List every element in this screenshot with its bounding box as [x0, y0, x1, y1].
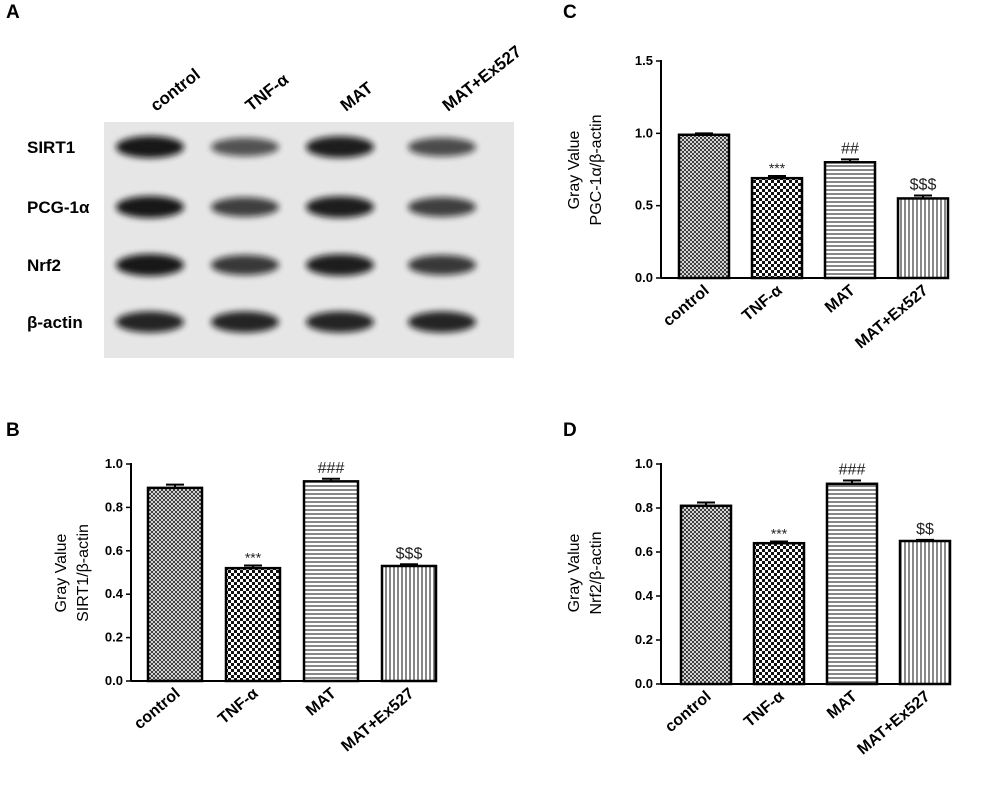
y-axis-title-line2: Nrf2/β-actin [588, 532, 605, 615]
panel-label-b: B [6, 420, 20, 441]
x-tick-label: MAT+Ex527 [852, 282, 931, 352]
significance-label: $$$ [910, 177, 937, 194]
blot-band [211, 137, 279, 157]
significance-label: ### [839, 462, 866, 479]
panel-label-c: C [563, 2, 577, 23]
y-tick-label: 1.0 [105, 456, 123, 471]
blot-row-label: Nrf2 [27, 256, 61, 275]
blot-band [408, 255, 476, 275]
panel-label-a: A [6, 2, 20, 23]
x-tick-label: control [660, 282, 712, 330]
y-tick-label: 0.4 [105, 586, 124, 601]
blot-lane-label: control [147, 65, 204, 115]
bar-mat-ex527 [380, 564, 438, 683]
y-tick-label: 0.4 [635, 588, 654, 603]
x-tick-label: MAT+Ex527 [854, 688, 933, 758]
y-tick-label: 0.0 [105, 673, 123, 688]
significance-label: ## [841, 140, 859, 157]
blot-band [116, 136, 184, 158]
y-tick-label: 1.0 [635, 456, 653, 471]
bar-mat [823, 161, 877, 280]
y-tick-label: 0.5 [635, 198, 653, 213]
blot-band [306, 196, 374, 218]
y-tick-label: 0.6 [105, 543, 123, 558]
blot-band [306, 311, 374, 333]
y-tick-label: 0.8 [105, 499, 123, 514]
blot-band [306, 254, 374, 276]
x-tick-label: TNF-α [741, 688, 787, 731]
blot-band [211, 311, 279, 333]
blot-lane-label: MAT [337, 78, 377, 115]
blot-band [408, 137, 476, 157]
bar-control [677, 133, 731, 280]
blot-band [211, 197, 279, 217]
blot-row-label: SIRT1 [27, 138, 75, 157]
blot-lane-label: MAT+Ex527 [439, 42, 525, 115]
bar-mat [302, 480, 360, 683]
x-tick-label: TNF-α [215, 685, 261, 728]
bar-mat [825, 482, 879, 686]
bar-control [679, 504, 733, 686]
x-tick-label: control [662, 688, 714, 736]
x-tick-label: control [131, 685, 183, 733]
bar-tnf- [750, 176, 804, 280]
x-tick-label: MAT+Ex527 [338, 685, 417, 755]
blot-band [116, 196, 184, 218]
bar-control [146, 486, 204, 683]
significance-label: $$ [916, 521, 934, 538]
x-tick-label: MAT [822, 282, 859, 317]
bar-tnf- [752, 541, 806, 686]
bar-mat-ex527 [898, 539, 952, 686]
bar-mat-ex527 [896, 197, 950, 280]
blot-band [408, 197, 476, 217]
significance-label: *** [769, 160, 786, 176]
significance-label: ### [318, 460, 345, 477]
y-axis-title-line2: SIRT1/β-actin [75, 524, 92, 622]
blot-band [116, 254, 184, 276]
y-tick-label: 0.0 [635, 676, 653, 691]
significance-label: *** [771, 525, 788, 541]
y-tick-label: 1.5 [635, 53, 653, 68]
blot-band [116, 311, 184, 333]
x-tick-label: MAT [824, 688, 861, 723]
panel-label-d: D [563, 420, 577, 441]
y-axis-title-line1: Gray Value [566, 130, 583, 209]
y-axis-title-line1: Gray Value [566, 533, 583, 612]
y-tick-label: 0.2 [105, 630, 123, 645]
significance-label: *** [245, 550, 262, 566]
blot-row-label: β-actin [27, 313, 83, 332]
chart-sirt1: 0.0 0.2 0.4 0.6 0.8 1.0 Gray Value SIRT1/β-acti… [53, 456, 438, 755]
y-tick-label: 0.8 [635, 500, 653, 515]
bar-tnf- [224, 566, 282, 683]
y-tick-label: 1.0 [635, 125, 653, 140]
x-tick-label: MAT [303, 685, 340, 720]
significance-label: $$$ [396, 545, 423, 562]
blot-band [408, 311, 476, 333]
blot-row-label: PCG-1α [27, 198, 90, 217]
western-blot-panel: control TNF-α MAT MAT+Ex527 SIRT1 PCG-1α Nrf2 β… [27, 42, 525, 358]
x-tick-label: TNF-α [739, 282, 785, 325]
blot-band [211, 255, 279, 275]
blot-lane-label: TNF-α [242, 70, 293, 116]
y-axis-title-line1: Gray Value [53, 533, 70, 612]
blot-band [306, 136, 374, 158]
y-tick-label: 0.6 [635, 544, 653, 559]
y-tick-label: 0.0 [635, 270, 653, 285]
chart-pgc1a: 0.0 0.5 1.0 1.5 Gray Value PGC-1α/β-actin cont… [566, 53, 950, 352]
chart-nrf2: 0.0 0.2 0.4 0.6 0.8 1.0 Gray Value Nrf2/β-actin… [566, 456, 952, 758]
y-tick-label: 0.2 [635, 632, 653, 647]
y-axis-title-line2: PGC-1α/β-actin [588, 115, 605, 226]
